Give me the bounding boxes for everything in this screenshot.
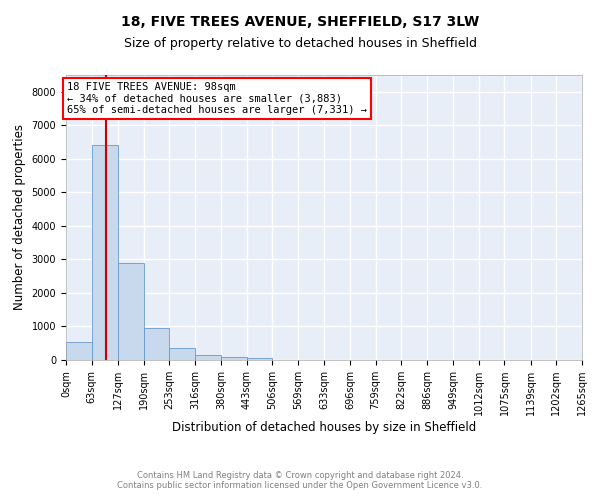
Bar [66, 342, 92, 360]
Bar [195, 355, 221, 360]
Text: 18, FIVE TREES AVENUE, SHEFFIELD, S17 3LW: 18, FIVE TREES AVENUE, SHEFFIELD, S17 3L… [121, 15, 479, 29]
Bar [221, 356, 247, 360]
Text: 18 FIVE TREES AVENUE: 98sqm
← 34% of detached houses are smaller (3,883)
65% of : 18 FIVE TREES AVENUE: 98sqm ← 34% of det… [67, 82, 367, 115]
Bar [143, 328, 169, 360]
X-axis label: Distribution of detached houses by size in Sheffield: Distribution of detached houses by size … [172, 421, 476, 434]
Text: Contains HM Land Registry data © Crown copyright and database right 2024.
Contai: Contains HM Land Registry data © Crown c… [118, 470, 482, 490]
Bar [247, 358, 272, 360]
Text: Size of property relative to detached houses in Sheffield: Size of property relative to detached ho… [124, 38, 476, 51]
Bar [92, 146, 118, 360]
Bar [118, 263, 143, 360]
Bar [169, 348, 195, 360]
Y-axis label: Number of detached properties: Number of detached properties [13, 124, 26, 310]
